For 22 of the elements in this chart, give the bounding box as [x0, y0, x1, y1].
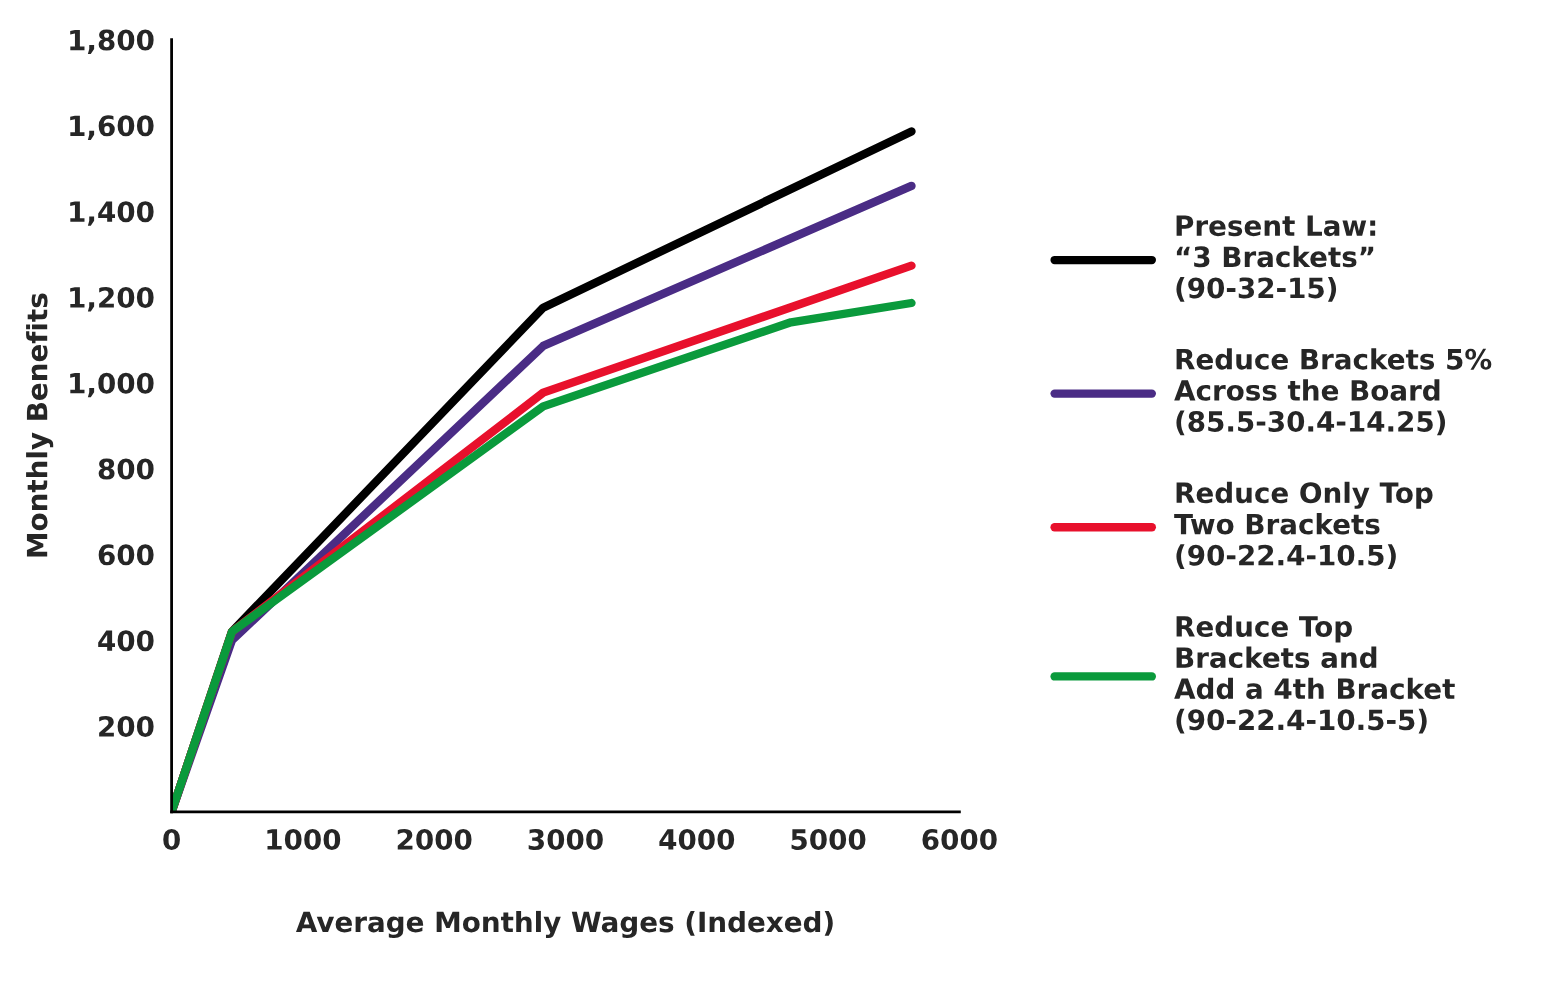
x-tick-label: 4000: [659, 828, 735, 850]
y-tick-label: 200: [99, 715, 154, 737]
x-tick-label: 6000: [922, 828, 997, 850]
x-tick-label: 3000: [528, 828, 603, 850]
legend-label: Present Law: “3 Brackets” (90-32-15): [1176, 215, 1376, 302]
x-tick-label: 2000: [397, 828, 472, 850]
y-tick-label: 800: [98, 458, 154, 480]
y-tick-label: 600: [98, 544, 154, 566]
y-tick-label: 1,600: [70, 115, 154, 140]
x-tick-label: 5000: [791, 828, 866, 850]
legend-label: Reduce Brackets 5% Across the Board (85.5-30.4-14.25): [1174, 348, 1492, 436]
y-tick-label: 1,400: [70, 201, 154, 226]
y-tick-label: 1,000: [70, 372, 154, 398]
x-axis-title: Average Monthly Wages (Indexed): [295, 910, 833, 939]
legend-label: Reduce Top Brackets and Add a 4th Bracket (90-22.4-10.5-5): [1174, 615, 1455, 734]
x-tick-label: 1000: [267, 828, 341, 850]
y-tick-label: 1,200: [70, 286, 154, 312]
legend-label: Reduce Only Top Two Brackets (90-22.4-10.5): [1174, 481, 1433, 569]
x-tick-label: 0: [163, 828, 180, 850]
y-tick-label: 1,800: [70, 29, 154, 55]
y-tick-label: 400: [98, 630, 154, 652]
y-axis-title: Monthly Benefits: [26, 293, 54, 557]
